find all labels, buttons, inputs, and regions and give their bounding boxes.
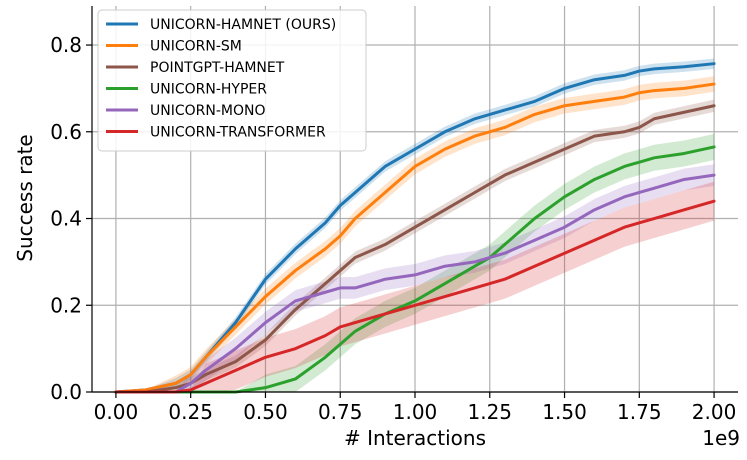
x-axis-label: # Interactions: [344, 426, 486, 450]
line-unicorn-mono: [114, 173, 716, 394]
line-pointgpt-hamnet: [114, 104, 716, 394]
x-axis-offset-label: 1e9: [702, 426, 740, 450]
y-ticks: 0.0 0.2 0.4 0.6 0.8: [50, 33, 92, 404]
legend-entry: UNICORN-MONO: [150, 103, 266, 119]
x-tick-label: 1.75: [617, 400, 662, 424]
y-tick-label: 0.8: [50, 33, 82, 57]
y-tick-label: 0.6: [50, 120, 82, 144]
line-unicorn-transformer: [114, 199, 716, 394]
y-tick-label: 0.4: [50, 207, 82, 231]
x-tick-label: 0.25: [168, 400, 213, 424]
x-tick-label: 1.00: [393, 400, 438, 424]
legend-entry: UNICORN-HAMNET (OURS): [150, 17, 336, 33]
legend-entry: POINTGPT-HAMNET: [150, 60, 285, 76]
legend-entry: UNICORN-TRANSFORMER: [150, 125, 326, 141]
x-ticks: 0.00 0.25 0.50 0.75 1.00 1.25 1.50 1.75 2.00: [94, 392, 737, 424]
legend: UNICORN-HAMNET (OURS) UNICORN-SM POINTGPT-…: [97, 9, 367, 152]
x-tick-label: 1.25: [468, 400, 513, 424]
x-tick-label: 0.50: [243, 400, 288, 424]
legend-box: [97, 9, 367, 152]
x-tick-label: 2.00: [692, 400, 737, 424]
line-unicorn-sm: [114, 82, 716, 394]
band-unicorn-mono: [115, 164, 715, 392]
x-tick-label: 0.75: [318, 400, 363, 424]
y-tick-label: 0.2: [50, 293, 82, 317]
legend-entry: UNICORN-HYPER: [150, 82, 267, 98]
x-tick-label: 1.50: [542, 400, 587, 424]
y-tick-label: 0.0: [50, 380, 82, 404]
y-axis-label: Success rate: [13, 134, 37, 262]
x-tick-label: 0.00: [94, 400, 139, 424]
legend-entry: UNICORN-SM: [150, 39, 242, 55]
series-lines: [114, 62, 716, 394]
